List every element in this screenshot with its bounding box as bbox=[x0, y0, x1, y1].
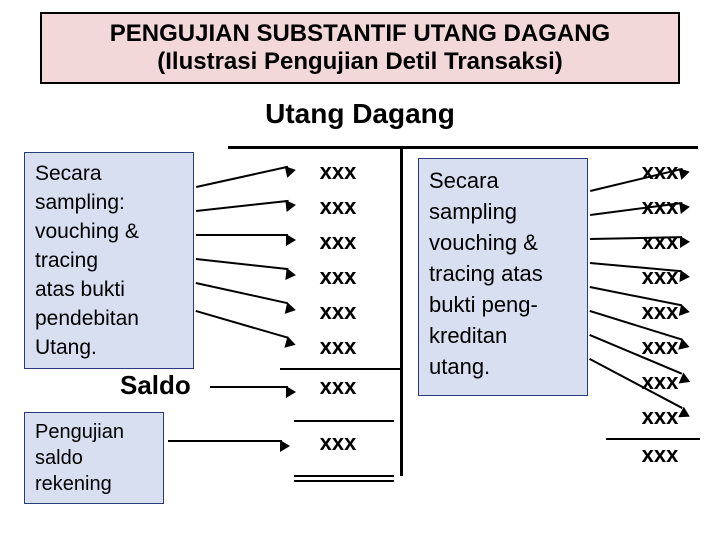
arrow-head-icon bbox=[285, 302, 297, 316]
ledger-entry: xxx bbox=[298, 294, 378, 329]
left-double-rule-b bbox=[294, 480, 394, 482]
ledger-entry: xxx bbox=[298, 189, 378, 224]
ledger-right-total: xxx bbox=[620, 442, 700, 468]
arrow-head-icon bbox=[285, 336, 298, 350]
arrow-line bbox=[168, 440, 282, 442]
box-text-line: Secara bbox=[35, 159, 183, 188]
ledger-entry: xxx bbox=[298, 154, 378, 189]
box-text-line: Secara bbox=[429, 165, 577, 196]
left-double-rule-a bbox=[294, 475, 394, 477]
header-box: PENGUJIAN SUBSTANTIF UTANG DAGANG (Ilust… bbox=[40, 12, 680, 84]
header-line2: (Ilustrasi Pengujian Detil Transaksi) bbox=[157, 48, 562, 76]
ledger-entry: xxx bbox=[298, 430, 378, 456]
box-pengujian-saldo: Pengujiansaldorekening bbox=[24, 412, 164, 504]
arrow-line bbox=[195, 310, 288, 339]
arrow-head-icon bbox=[679, 270, 690, 283]
box-text-line: kreditan bbox=[429, 320, 577, 351]
box-text-line: utang. bbox=[429, 351, 577, 382]
arrow-line bbox=[196, 200, 288, 212]
ledger-left-total: xxx bbox=[298, 430, 378, 456]
box-text-line: pendebitan bbox=[35, 304, 183, 333]
t-account-top-rule bbox=[228, 146, 698, 149]
saldo-divider bbox=[280, 368, 400, 370]
arrow-head-icon bbox=[285, 199, 296, 212]
box-text-line: atas bukti bbox=[35, 275, 183, 304]
box-text-line: tracing bbox=[35, 246, 183, 275]
box-text-line: saldo bbox=[35, 445, 153, 471]
box-text-line: sampling bbox=[429, 196, 577, 227]
ledger-entry: xxx bbox=[298, 224, 378, 259]
box-text-line: bukti peng- bbox=[429, 289, 577, 320]
arrow-line bbox=[196, 282, 289, 304]
box-right-sampling: Secarasamplingvouching &tracing atasbukt… bbox=[418, 158, 588, 396]
box-text-line: tracing atas bbox=[429, 258, 577, 289]
arrow-line bbox=[196, 234, 288, 236]
arrow-line bbox=[196, 166, 289, 188]
right-total-divider bbox=[606, 438, 700, 440]
box-text-line: rekening bbox=[35, 471, 153, 497]
t-account-center-rule bbox=[400, 146, 403, 476]
ledger-entry: xxx bbox=[298, 374, 378, 400]
box-text-line: Utang. bbox=[35, 333, 183, 362]
box-text-line: Pengujian bbox=[35, 419, 153, 445]
arrow-head-icon bbox=[679, 201, 690, 214]
ledger-left-column: xxxxxxxxxxxxxxxxxx bbox=[298, 154, 378, 364]
arrow-line bbox=[210, 386, 288, 388]
arrow-head-icon bbox=[285, 268, 296, 281]
saldo-label: Saldo bbox=[120, 370, 191, 401]
box-text-line: sampling: bbox=[35, 188, 183, 217]
ledger-entry: xxx bbox=[298, 259, 378, 294]
header-line1: PENGUJIAN SUBSTANTIF UTANG DAGANG bbox=[110, 20, 610, 48]
arrow-head-icon bbox=[286, 234, 296, 246]
ledger-left-saldo: xxx bbox=[298, 374, 378, 400]
arrow-head-icon bbox=[280, 440, 290, 452]
box-text-line: vouching & bbox=[35, 217, 183, 246]
left-total-divider bbox=[294, 420, 394, 422]
subheader: Utang Dagang bbox=[0, 98, 720, 130]
arrow-head-icon bbox=[285, 164, 297, 178]
ledger-entry: xxx bbox=[298, 329, 378, 364]
arrow-head-icon bbox=[680, 236, 690, 248]
arrow-line bbox=[196, 258, 288, 270]
box-text-line: vouching & bbox=[429, 227, 577, 258]
arrow-head-icon bbox=[286, 386, 296, 398]
ledger-entry: xxx bbox=[620, 442, 700, 468]
box-left-sampling: Secarasampling:vouching &tracingatas buk… bbox=[24, 152, 194, 369]
